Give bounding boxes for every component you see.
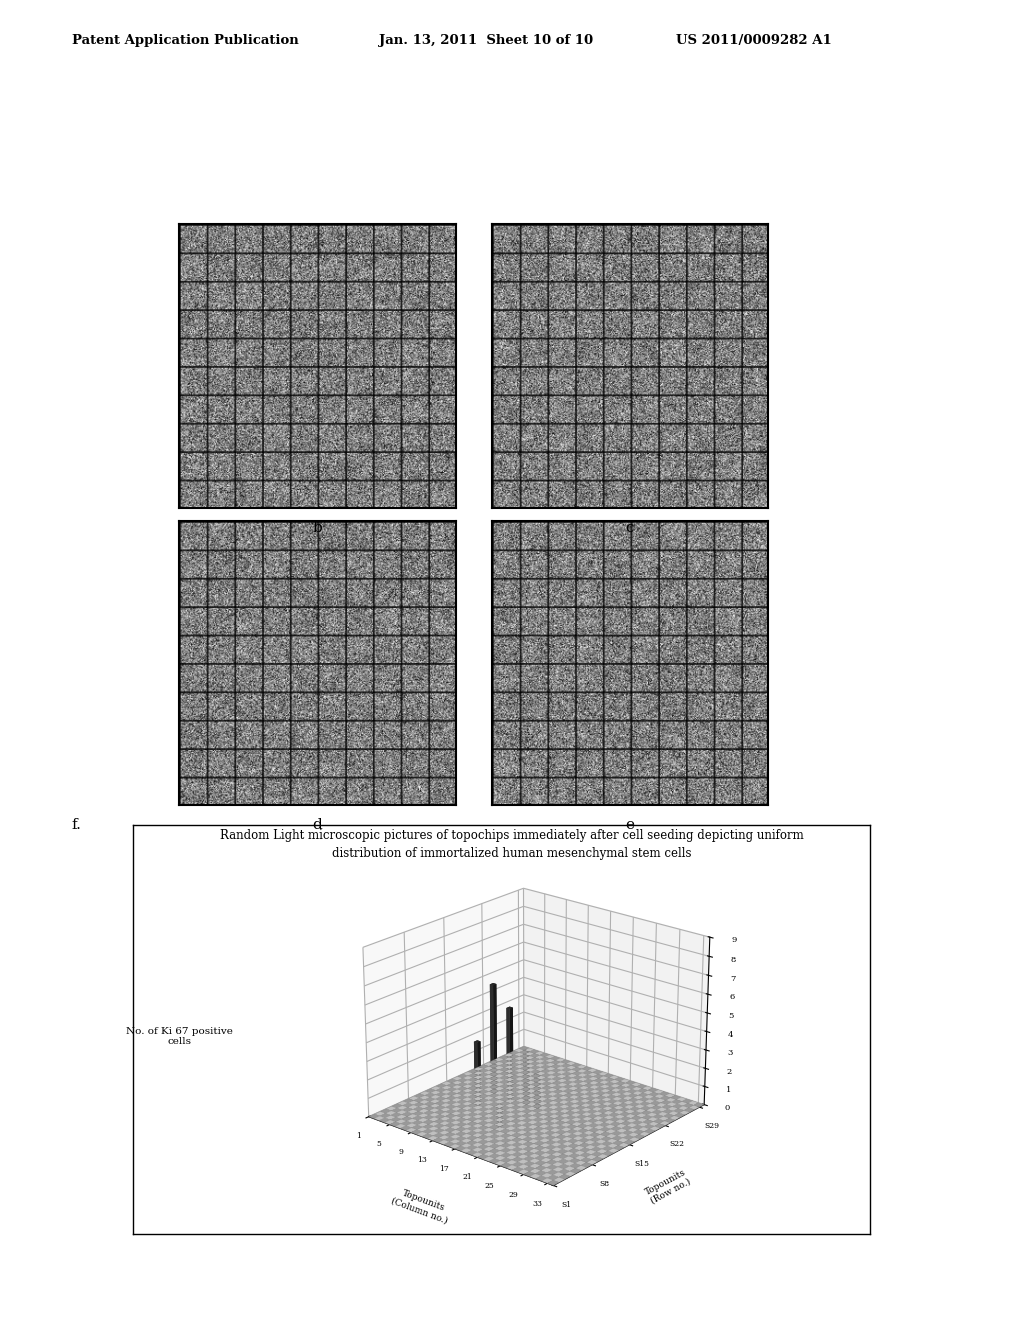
- Text: b: b: [312, 521, 323, 535]
- Text: d: d: [312, 818, 323, 832]
- Text: e: e: [626, 818, 634, 832]
- Y-axis label: Topounits
(Row no.): Topounits (Row no.): [643, 1168, 692, 1206]
- Text: Patent Application Publication: Patent Application Publication: [72, 33, 298, 46]
- Text: f.: f.: [72, 818, 82, 833]
- Text: Jan. 13, 2011  Sheet 10 of 10: Jan. 13, 2011 Sheet 10 of 10: [379, 33, 593, 46]
- Text: Random Light microscopic pictures of topochips immediately after cell seeding de: Random Light microscopic pictures of top…: [220, 829, 804, 842]
- Text: distribution of immortalized human mesenchymal stem cells: distribution of immortalized human mesen…: [332, 847, 692, 861]
- Text: c: c: [626, 521, 634, 535]
- X-axis label: Topounits
(Column no.): Topounits (Column no.): [390, 1187, 453, 1225]
- Text: Total no. of Ki 67 possitive cells per topounit: Total no. of Ki 67 possitive cells per t…: [352, 850, 651, 862]
- Text: No. of Ki 67 positive
cells: No. of Ki 67 positive cells: [126, 1027, 232, 1045]
- Text: US 2011/0009282 A1: US 2011/0009282 A1: [676, 33, 831, 46]
